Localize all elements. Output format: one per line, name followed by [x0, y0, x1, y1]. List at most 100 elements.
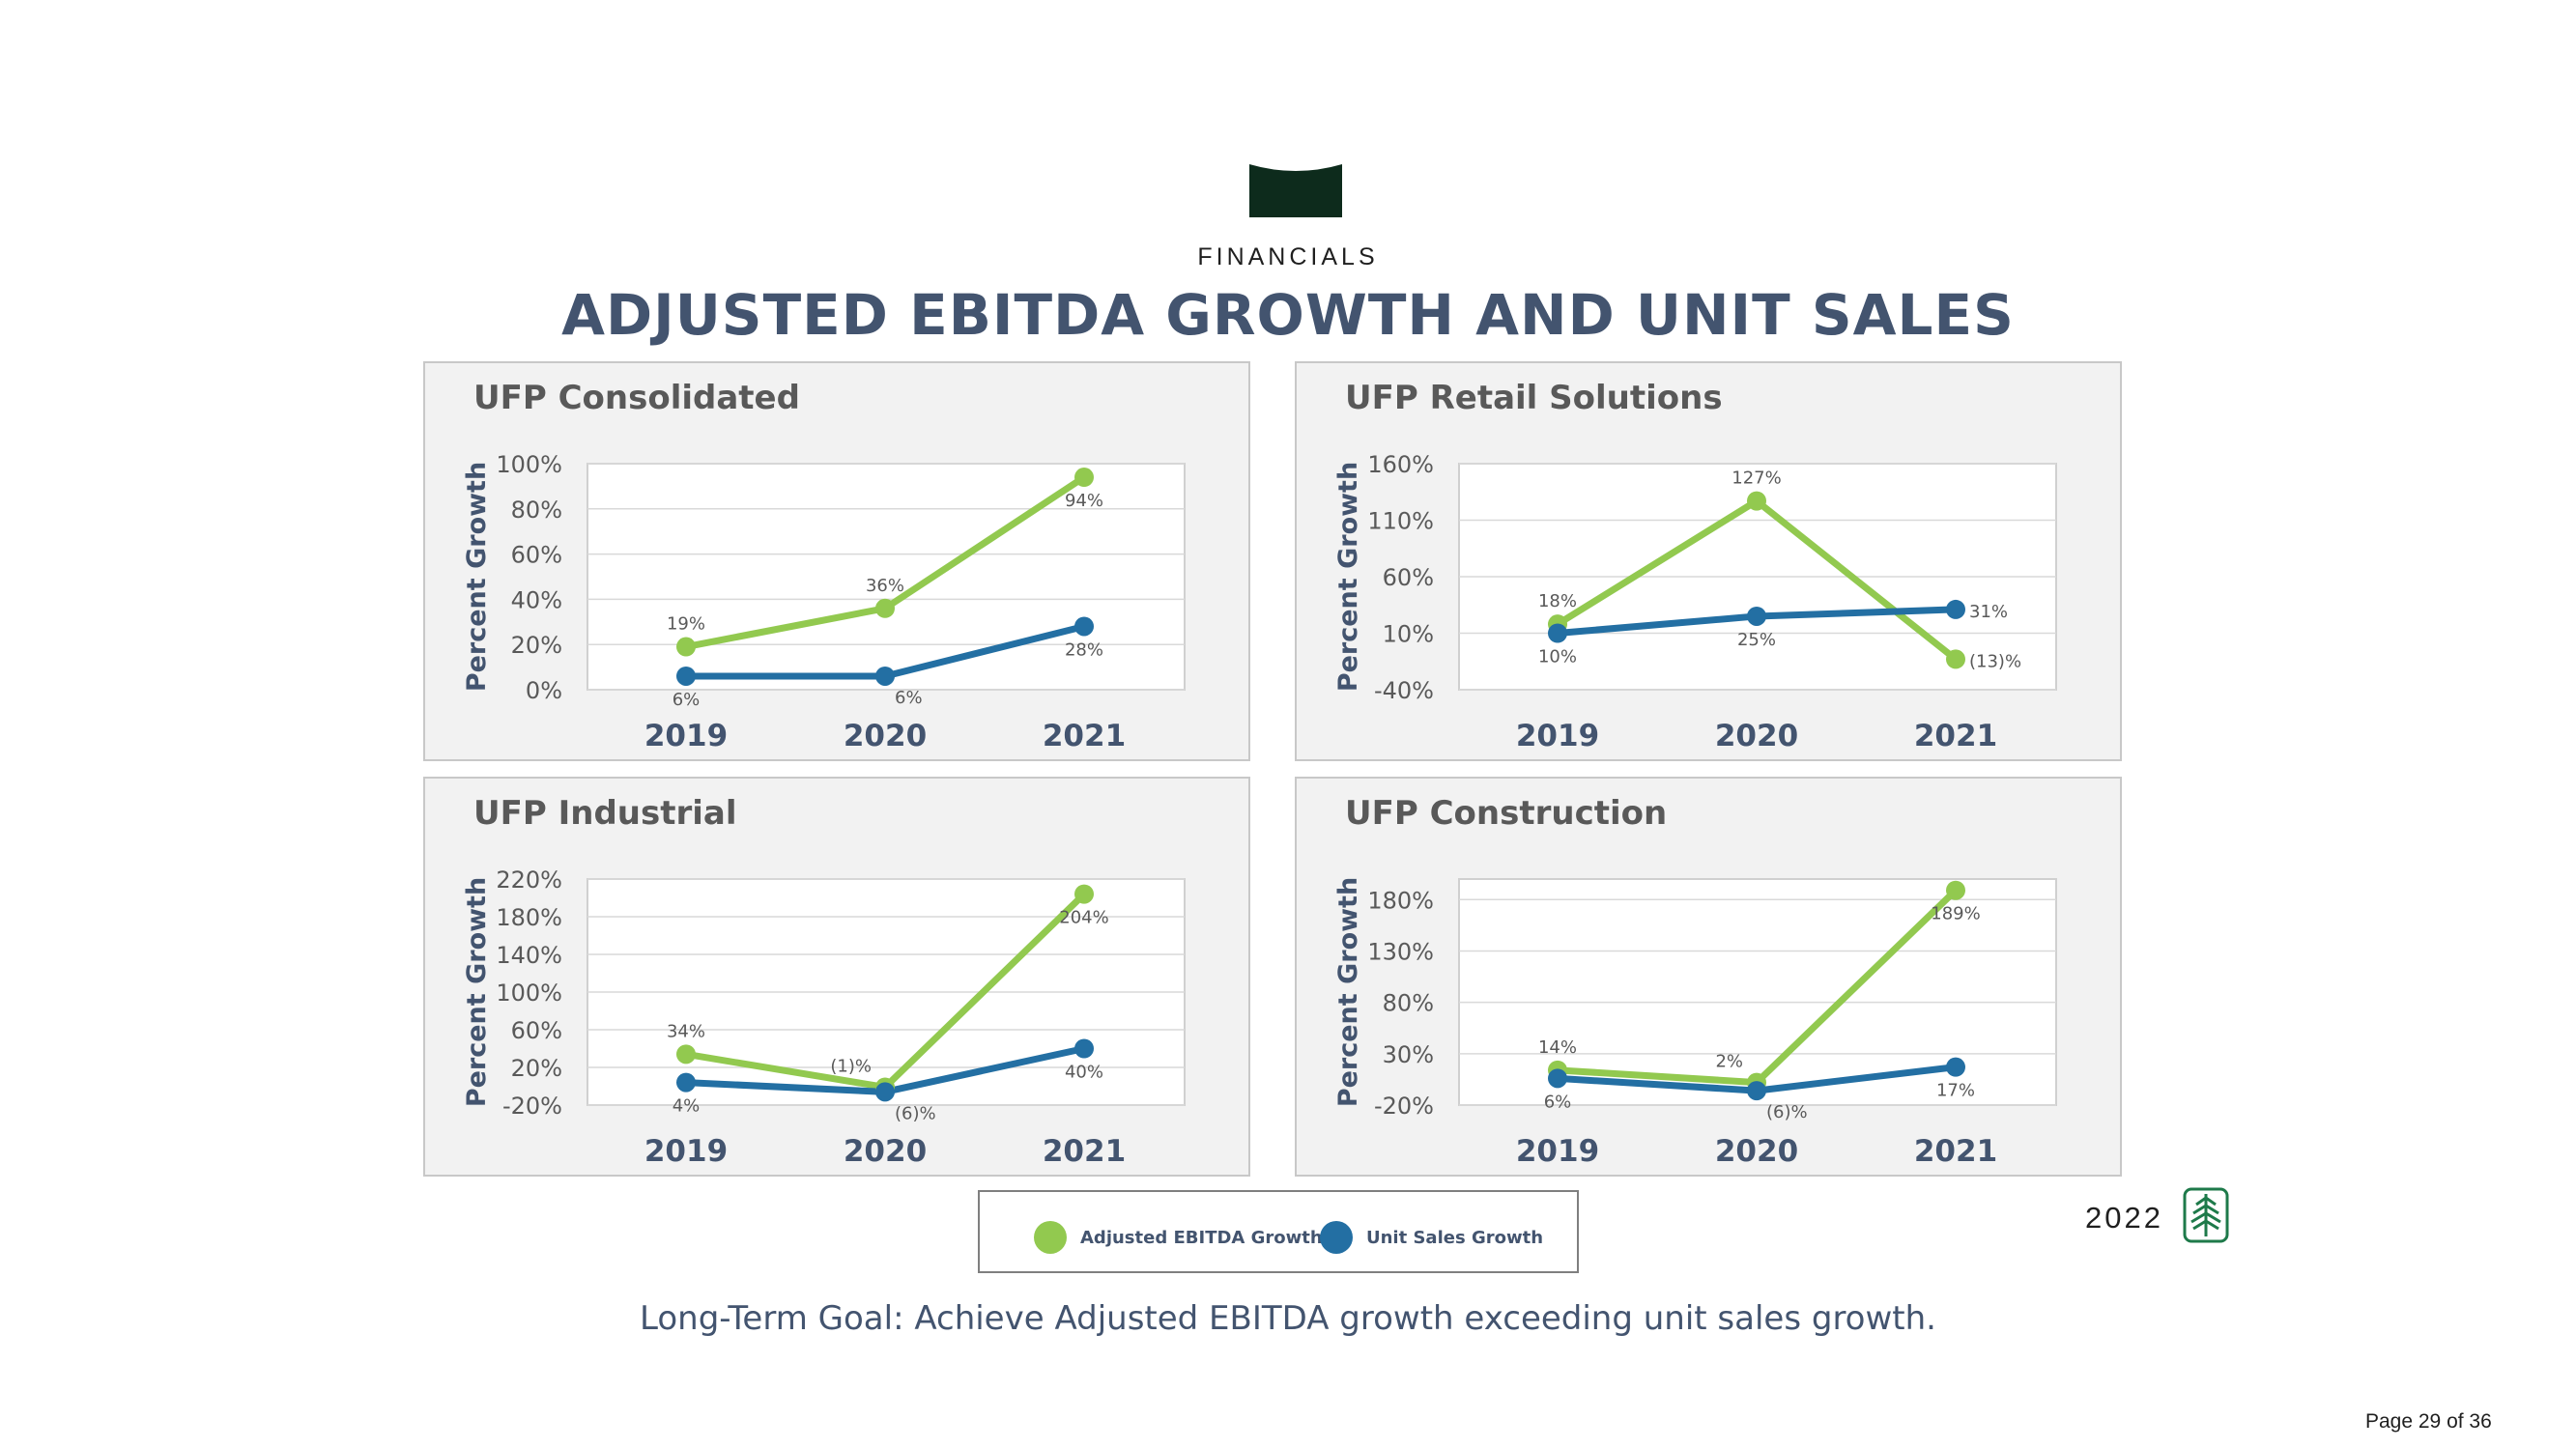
y-tick-label: 110% [1367, 508, 1434, 535]
y-tick-label: 220% [496, 866, 562, 894]
y-tick-label: 180% [1367, 887, 1434, 914]
data-label: 31% [1969, 602, 2008, 622]
data-point-unit-sales [1747, 1081, 1766, 1101]
data-label: 2% [1715, 1052, 1743, 1072]
data-point-unit-sales [676, 666, 696, 686]
data-label: 18% [1538, 591, 1577, 611]
x-tick-label: 2021 [1914, 719, 1997, 753]
y-axis-label: Percent Growth [462, 877, 492, 1107]
data-label: 28% [1065, 639, 1103, 660]
y-tick-label: 30% [1383, 1041, 1434, 1068]
report-year: 2022 [2085, 1201, 2163, 1235]
section-label: FINANCIALS [1197, 243, 1379, 270]
y-axis-label: Percent Growth [462, 462, 492, 692]
data-point-ebitda [1074, 468, 1094, 488]
y-tick-label: 40% [511, 586, 562, 613]
data-point-ebitda [1946, 880, 1965, 900]
data-point-unit-sales [875, 1082, 895, 1102]
y-tick-label: 10% [1383, 621, 1434, 648]
data-point-ebitda [1946, 649, 1965, 669]
data-label: 6% [673, 690, 701, 710]
y-tick-label: 100% [496, 980, 562, 1007]
y-tick-label: -20% [502, 1093, 562, 1120]
y-tick-label: 80% [511, 497, 562, 524]
x-tick-label: 2020 [844, 719, 927, 753]
x-tick-label: 2019 [644, 719, 728, 753]
x-tick-label: 2021 [1914, 1134, 1997, 1169]
data-point-ebitda [1747, 491, 1766, 511]
data-label: 6% [895, 688, 923, 708]
y-tick-label: 20% [511, 1055, 562, 1082]
legend-label-unit-sales: Unit Sales Growth [1366, 1227, 1544, 1248]
page-title: ADJUSTED EBITDA GROWTH AND UNIT SALES [561, 282, 2015, 348]
y-tick-label: 60% [511, 1017, 562, 1044]
banner-tab-icon [1249, 164, 1342, 217]
data-label: 36% [866, 576, 904, 596]
x-tick-label: 2020 [844, 1134, 927, 1169]
data-point-ebitda [676, 1044, 696, 1065]
chart-panel-industrial: UFP Industrial -20% 20% 60% 100% 140% 180% 220… [423, 777, 1250, 1177]
y-axis-label: Percent Growth [1333, 877, 1363, 1107]
legend-label-ebitda: Adjusted EBITDA Growth [1080, 1227, 1323, 1248]
tree-logo-icon [2183, 1187, 2229, 1243]
y-tick-label: 140% [496, 942, 562, 969]
legend-swatch-ebitda [1034, 1221, 1067, 1254]
page-number: Page 29 of 36 [2365, 1410, 2492, 1433]
data-point-unit-sales [1946, 599, 1965, 619]
data-point-unit-sales [875, 666, 895, 686]
y-tick-label: 80% [1383, 990, 1434, 1017]
y-tick-label: 100% [496, 451, 562, 478]
x-tick-label: 2020 [1715, 719, 1798, 753]
legend-swatch-unit-sales [1320, 1221, 1353, 1254]
chart-panel-consolidated: UFP Consolidated 0% 20% 40% 60% 80% 100% Perce… [423, 361, 1250, 761]
data-label: 127% [1732, 468, 1781, 489]
x-tick-label: 2021 [1043, 719, 1126, 753]
y-axis-label: Percent Growth [1333, 462, 1363, 692]
x-tick-label: 2019 [1516, 1134, 1599, 1169]
chart-panel-retail: UFP Retail Solutions -40% 10% 60% 110% 160% P… [1295, 361, 2122, 761]
data-label: 94% [1065, 491, 1103, 511]
chart-retail: -40% 10% 60% 110% 160%Percent Growth 2019 2020… [1333, 451, 2057, 753]
data-label: 34% [667, 1021, 705, 1041]
data-point-ebitda [676, 637, 696, 657]
data-point-ebitda [1074, 884, 1094, 904]
data-label: 40% [1065, 1063, 1103, 1083]
y-tick-label: 180% [496, 904, 562, 931]
y-tick-label: 130% [1367, 938, 1434, 965]
long-term-goal: Long-Term Goal: Achieve Adjusted EBITDA … [640, 1299, 1936, 1338]
y-tick-label: 60% [1383, 564, 1434, 591]
x-tick-label: 2019 [1516, 719, 1599, 753]
x-tick-label: 2021 [1043, 1134, 1126, 1169]
chart-construction: -20% 30% 80% 130% 180%Percent Growth 2019 2020… [1333, 877, 2057, 1169]
chart-title: UFP Construction [1345, 794, 1668, 833]
data-label: 14% [1538, 1037, 1577, 1058]
legend-item-ebitda: Adjusted EBITDA Growth [1034, 1221, 1323, 1254]
data-label: (1)% [830, 1056, 872, 1076]
data-label: (6)% [1766, 1102, 1808, 1122]
data-point-unit-sales [1747, 606, 1766, 626]
data-label: 204% [1059, 908, 1108, 928]
y-tick-label: 60% [511, 542, 562, 569]
data-label: 4% [673, 1096, 701, 1117]
data-label: 6% [1544, 1092, 1572, 1112]
chart-industrial: -20% 20% 60% 100% 140% 180% 220%Percent Growth… [462, 866, 1186, 1169]
data-point-ebitda [875, 598, 895, 618]
chart-title: UFP Industrial [473, 794, 737, 833]
data-point-unit-sales [1074, 1038, 1094, 1059]
legend-item-unit-sales: Unit Sales Growth [1320, 1221, 1543, 1254]
y-tick-label: 160% [1367, 451, 1434, 478]
chart-title: UFP Retail Solutions [1345, 379, 1723, 417]
data-label: 10% [1538, 647, 1577, 667]
data-label: 189% [1931, 904, 1980, 924]
data-point-unit-sales [1074, 616, 1094, 637]
y-tick-label: 0% [526, 677, 562, 704]
data-label: 17% [1936, 1081, 1975, 1101]
data-label: (6)% [895, 1103, 936, 1123]
y-tick-label: -20% [1374, 1093, 1434, 1120]
data-label: 19% [667, 614, 705, 635]
data-point-unit-sales [676, 1072, 696, 1093]
data-point-unit-sales [1946, 1057, 1965, 1077]
data-point-unit-sales [1548, 623, 1567, 643]
chart-panel-construction: UFP Construction -20% 30% 80% 130% 180% Perce… [1295, 777, 2122, 1177]
chart-consolidated: 0% 20% 40% 60% 80% 100%Percent Growth 2019 2020… [462, 451, 1186, 753]
